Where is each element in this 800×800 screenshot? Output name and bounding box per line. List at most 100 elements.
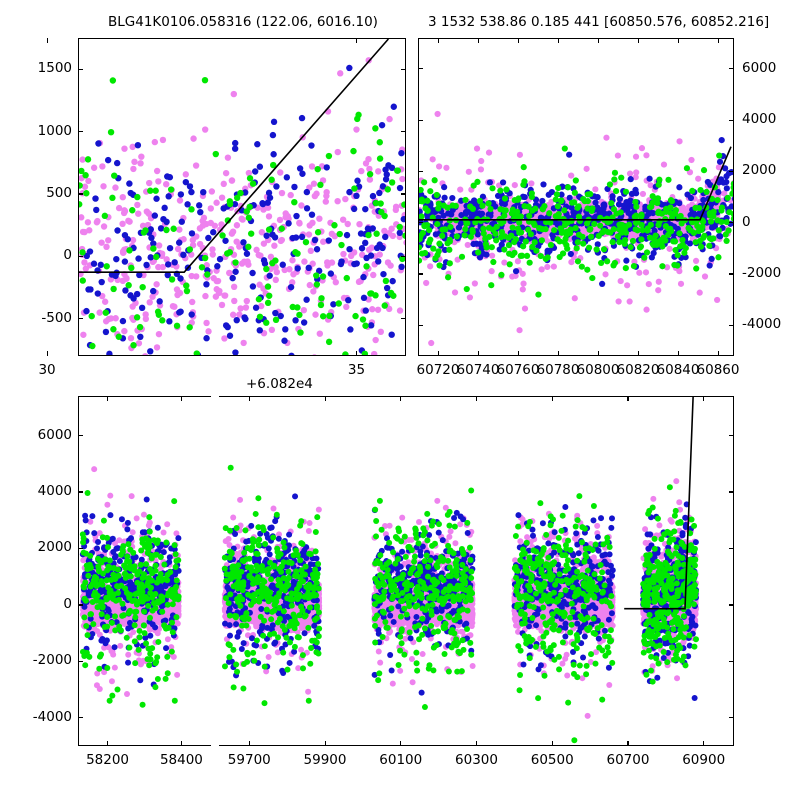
axis-tick-mark <box>355 38 358 43</box>
y-tick-label: -4000 <box>742 316 800 332</box>
panel-bottom-segment-2[interactable] <box>219 396 734 746</box>
axis-tick-mark <box>703 741 705 746</box>
axis-tick-mark <box>46 38 48 43</box>
y-tick-label: 2000 <box>742 162 800 178</box>
y-tick-label: -4000 <box>8 709 72 725</box>
axis-tick-mark <box>717 351 719 356</box>
y-tick-label: 1000 <box>10 123 72 139</box>
x-tick-label: 35 <box>331 362 381 378</box>
axis-tick-mark <box>437 351 439 356</box>
axis-tick-mark <box>476 396 478 401</box>
axis-tick-mark <box>401 131 406 133</box>
axis-tick-mark <box>637 38 639 43</box>
x-tick-label: 30 <box>22 362 72 378</box>
x-tick-label: 60740 <box>454 362 502 378</box>
axis-tick-mark <box>477 38 479 43</box>
x-tick-label: 60780 <box>534 362 582 378</box>
axis-tick-mark <box>729 68 734 70</box>
x-tick-label: 60840 <box>654 362 702 378</box>
x-tick-label: 60800 <box>574 362 622 378</box>
axis-tick-mark <box>597 38 599 43</box>
axis-tick-mark <box>627 741 629 746</box>
x-tick-label: 59700 <box>219 752 279 768</box>
axis-tick-mark <box>677 38 679 43</box>
axis-tick-mark <box>729 491 734 493</box>
panel-top-right[interactable] <box>418 38 734 356</box>
x-tick-label: 60300 <box>447 752 507 768</box>
figure-title-right: 3 1532 538.86 0.185 441 [60850.576, 6085… <box>428 14 769 30</box>
x-tick-label: 60100 <box>371 752 431 768</box>
x-tick-label: 60500 <box>522 752 582 768</box>
panel-top-left[interactable] <box>78 38 406 356</box>
axis-tick-mark <box>729 273 734 275</box>
axis-tick-mark <box>551 396 553 401</box>
y-tick-label: 0 <box>8 596 72 612</box>
y-tick-label: 4000 <box>742 111 800 127</box>
axis-tick-mark <box>78 68 83 70</box>
y-tick-label: 2000 <box>8 539 72 555</box>
axis-tick-mark <box>401 68 406 70</box>
axis-tick-mark <box>324 396 326 401</box>
axis-tick-mark <box>418 119 423 121</box>
axis-tick-mark <box>78 604 83 606</box>
panel-top-right-plot-area <box>419 110 733 347</box>
axis-tick-mark <box>324 741 326 746</box>
axis-tick-mark <box>78 318 83 320</box>
axis-tick-mark <box>78 255 83 257</box>
axis-tick-mark <box>557 38 559 43</box>
y-tick-label: 500 <box>10 185 72 201</box>
y-tick-label: -500 <box>10 310 72 326</box>
axis-tick-mark <box>729 604 734 606</box>
x-tick-label: 60820 <box>614 362 662 378</box>
figure-title-left: BLG41K0106.058316 (122.06, 6016.10) <box>108 14 378 30</box>
x-tick-label: 60900 <box>674 752 734 768</box>
x-tick-label: 60760 <box>494 362 542 378</box>
panel-bottom-segment-1[interactable] <box>78 396 211 746</box>
axis-tick-mark <box>551 741 553 746</box>
y-tick-label: 4000 <box>8 483 72 499</box>
x-tick-label: 58200 <box>78 752 138 768</box>
panel-bottom-segment-1-plot-area <box>79 466 182 708</box>
axis-tick-mark <box>107 741 109 746</box>
x-tick-label: 58400 <box>151 752 211 768</box>
axis-tick-mark <box>637 351 639 356</box>
axis-tick-mark <box>557 351 559 356</box>
axis-tick-mark <box>401 255 406 257</box>
axis-tick-mark <box>401 318 406 320</box>
axis-tick-mark <box>627 396 629 401</box>
model-curve <box>419 146 732 221</box>
panel-top-left-plot-area <box>79 39 405 355</box>
axis-tick-mark <box>517 38 519 43</box>
axis-tick-mark <box>78 491 83 493</box>
axis-tick-mark <box>729 222 734 224</box>
x-tick-label: 60720 <box>414 362 462 378</box>
x-tick-label: 60860 <box>694 362 742 378</box>
axis-tick-mark <box>677 351 679 356</box>
axis-tick-mark <box>418 324 423 326</box>
axis-tick-mark <box>248 741 250 746</box>
axis-tick-mark <box>729 324 734 326</box>
axis-tick-mark <box>477 351 479 356</box>
model-curve <box>624 397 694 610</box>
axis-tick-mark <box>437 38 439 43</box>
axis-tick-mark <box>597 351 599 356</box>
y-tick-label: 1500 <box>10 60 72 76</box>
y-tick-label: 0 <box>742 214 800 230</box>
y-tick-label: 0 <box>10 247 72 263</box>
axis-tick-mark <box>180 396 183 401</box>
axis-tick-mark <box>78 435 83 437</box>
axis-tick-mark <box>78 717 83 719</box>
axis-tick-mark <box>729 170 734 173</box>
y-tick-label: -2000 <box>8 652 72 668</box>
axis-tick-mark <box>476 741 478 746</box>
axis-tick-mark <box>355 351 358 356</box>
axis-tick-mark <box>78 131 83 133</box>
axis-tick-mark <box>729 435 734 437</box>
axis-tick-mark <box>418 273 423 275</box>
axis-tick-mark <box>703 396 705 401</box>
axis-tick-mark <box>78 547 83 550</box>
y-tick-label: 6000 <box>742 60 800 76</box>
axis-tick-mark <box>717 38 719 43</box>
axis-tick-mark <box>78 193 83 195</box>
